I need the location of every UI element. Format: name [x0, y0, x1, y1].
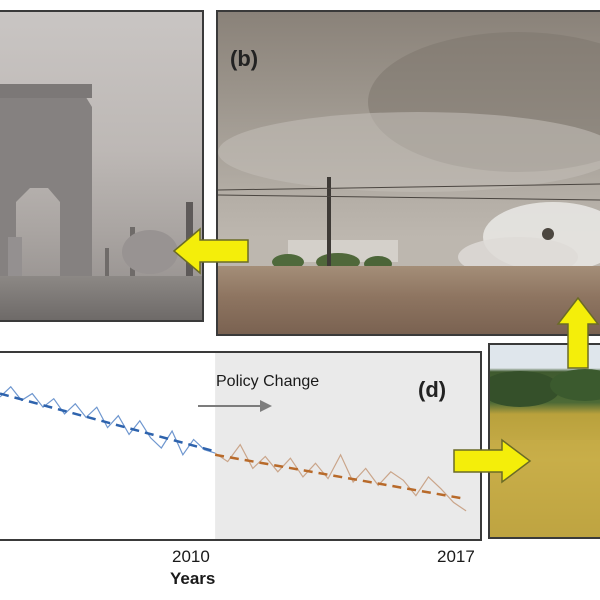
series-line-after	[214, 443, 467, 512]
time-series-chart: Policy Change (d)	[0, 351, 482, 541]
post-policy-shading	[215, 353, 480, 539]
x-axis-title: Years	[170, 569, 216, 588]
plaza-ground	[0, 276, 202, 320]
chart-plot	[0, 353, 480, 539]
arrow-right-icon	[453, 438, 532, 484]
x-tick-2010: 2010	[172, 547, 210, 566]
policy-change-label: Policy Change	[216, 373, 320, 390]
arrow-up-icon	[556, 296, 600, 369]
arrow-left-icon	[172, 227, 249, 275]
x-tick-2017: 2017	[437, 547, 475, 566]
burning-scene	[218, 32, 600, 292]
policy-change-arrow	[198, 400, 272, 412]
panel-label-d: (d)	[418, 377, 447, 402]
trend-line-before	[0, 392, 216, 453]
brown-field	[218, 266, 600, 334]
photo-crop-field	[488, 343, 600, 539]
monument-silhouette	[0, 84, 193, 300]
photo-smog-monument	[0, 10, 204, 322]
series-line-before	[0, 385, 216, 457]
photo-field-burning: (b)	[216, 10, 600, 336]
trend-line-after	[214, 453, 467, 501]
panel-label-b: (b)	[230, 46, 259, 71]
